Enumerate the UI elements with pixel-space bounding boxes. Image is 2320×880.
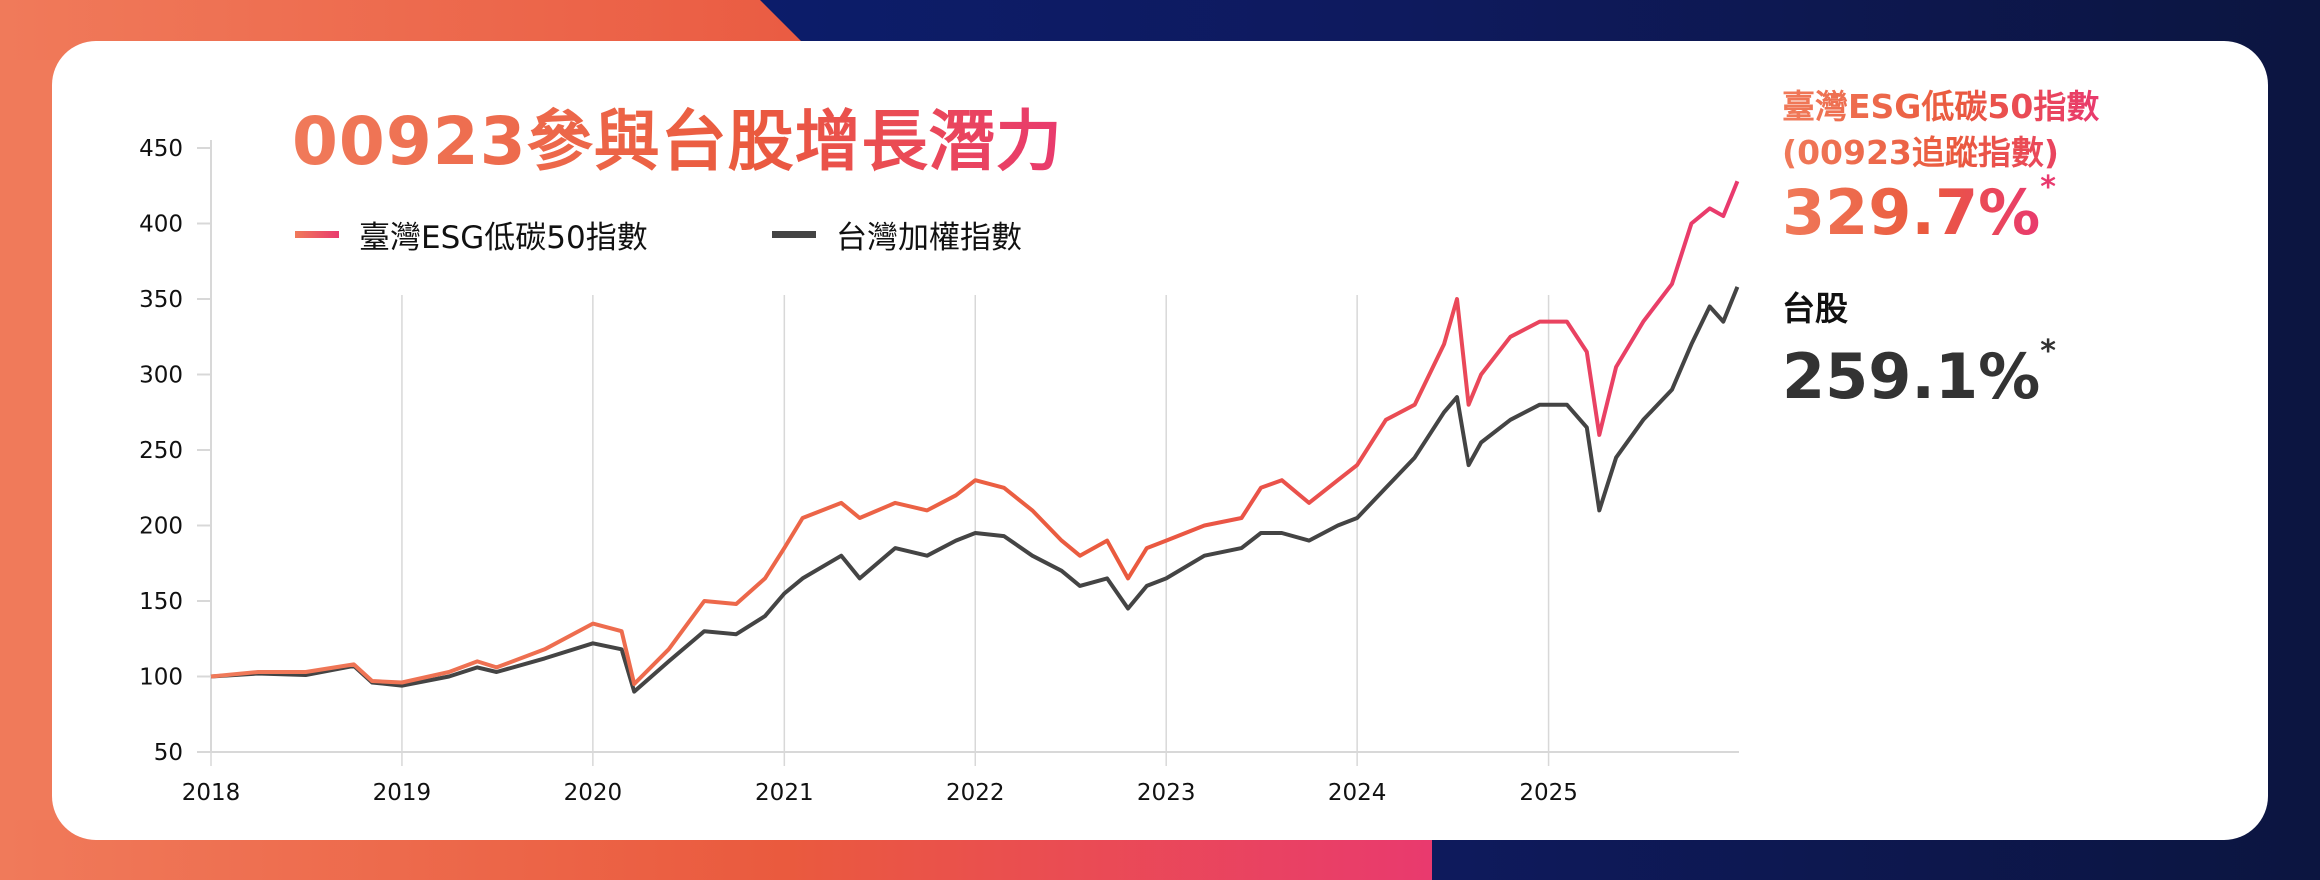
esg-summary-sublabel: (00923追蹤指數) [1782, 130, 2099, 176]
series-line-taiex [210, 286, 1740, 694]
legend-item-taiex: 台灣加權指數 [772, 212, 1022, 257]
x-tick-label: 2020 [564, 780, 623, 806]
y-tick-label: 100 [139, 665, 183, 691]
background-accent-left [0, 0, 60, 880]
series-line-esg [210, 180, 1740, 686]
y-tick-label: 450 [139, 136, 183, 162]
y-tick-label: 400 [139, 212, 183, 238]
x-tick-label: 2019 [373, 780, 432, 806]
x-tick-label: 2023 [1137, 780, 1196, 806]
x-tick-label: 2025 [1519, 780, 1578, 806]
esg-summary: 臺灣ESG低碳50指數 (00923追蹤指數) 329.7%* [1782, 84, 2099, 249]
y-tick-label: 250 [139, 438, 183, 464]
taiex-summary-label: 台股 [1782, 289, 1848, 328]
taiex-footnote-mark: * [2040, 334, 2056, 369]
x-tick-label: 2022 [946, 780, 1005, 806]
esg-summary-label: 臺灣ESG低碳50指數 [1782, 84, 2099, 130]
y-tick-label: 50 [154, 740, 183, 766]
esg-return-value: 329.7% [1782, 176, 2041, 249]
x-tick-label: 2021 [755, 780, 814, 806]
page-title: 00923參與台股增長潛力 [292, 88, 1063, 184]
y-tick-label: 150 [139, 589, 183, 615]
y-tick-label: 350 [139, 287, 183, 313]
legend-swatch-taiex [772, 231, 816, 238]
legend-item-esg: 臺灣ESG低碳50指數 [295, 212, 648, 257]
legend-swatch-esg [295, 231, 339, 238]
y-tick-label: 300 [139, 363, 183, 389]
chart-card [52, 41, 2268, 840]
x-tick-label: 2018 [182, 780, 241, 806]
legend-label-taiex: 台灣加權指數 [836, 220, 1022, 256]
x-tick-label: 2024 [1328, 780, 1387, 806]
esg-footnote-mark: * [2040, 170, 2056, 205]
y-tick-label: 200 [139, 514, 183, 540]
taiex-return-value: 259.1% [1782, 340, 2041, 413]
taiex-summary: 台股 259.1%* [1782, 286, 2056, 413]
legend-label-esg: 臺灣ESG低碳50指數 [359, 220, 648, 256]
